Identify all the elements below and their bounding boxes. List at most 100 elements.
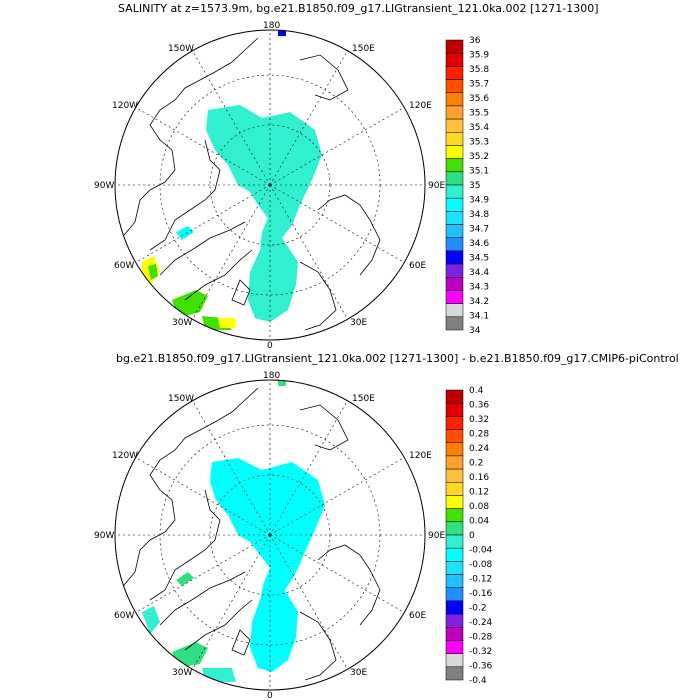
top-lon-label-150w: 150W xyxy=(168,44,194,54)
bottom-coastlines xyxy=(119,387,381,681)
top-colorbar-swatch xyxy=(445,303,464,318)
top-colorbar-swatch xyxy=(445,132,464,146)
top-map-boundary xyxy=(114,29,426,341)
bottom-longitude-labels: 180 150E 120E 90E 60E 30E 0 30W 60W 90W … xyxy=(94,371,445,700)
bottom-colorbar-swatch xyxy=(445,547,464,562)
top-lon-label-0: 0 xyxy=(267,341,273,351)
bottom-colorbar-tick-label: -0.28 xyxy=(469,633,493,643)
top-colorbar-tick-label: 35.7 xyxy=(469,80,489,90)
bottom-colorbar-tick-label: 0.12 xyxy=(469,488,489,498)
top-colorbar-tick-label: 35.5 xyxy=(469,109,489,119)
bottom-colorbar-swatch xyxy=(445,666,464,681)
bottom-lon-label-180: 180 xyxy=(263,371,280,381)
salinity-field-arctic xyxy=(206,105,322,322)
top-coastlines xyxy=(119,37,381,331)
bottom-map-fields xyxy=(115,380,425,690)
top-lon-label-30e: 30E xyxy=(350,318,367,328)
top-colorbar-tick-label: 35.6 xyxy=(469,94,489,104)
top-lon-label-60w: 60W xyxy=(114,261,134,271)
bottom-lon-label-30w: 30W xyxy=(172,668,192,678)
bottom-colorbar-tick-label: -0.4 xyxy=(469,676,487,686)
difference-field-small xyxy=(176,572,194,586)
bottom-colorbar-swatch xyxy=(445,534,464,549)
bottom-colorbar-tick-label: 0.24 xyxy=(469,444,489,454)
bottom-colorbar-tick-label: 0.04 xyxy=(469,517,489,527)
bottom-colorbar-swatch xyxy=(445,613,464,628)
salinity-field-labrador-edge xyxy=(148,264,158,280)
bottom-colorbar-tick-label: -0.12 xyxy=(469,575,492,585)
bottom-lon-label-120w: 120W xyxy=(112,451,138,461)
difference-field-sw xyxy=(202,668,236,682)
top-colorbar-tick-label: 35.8 xyxy=(469,65,489,75)
top-colorbar-swatch xyxy=(445,211,464,225)
bottom-colorbar-tick-label: 0.08 xyxy=(469,502,489,512)
bottom-lon-label-150w: 150W xyxy=(168,394,194,404)
salinity-field-small xyxy=(176,226,194,240)
difference-field-labrador xyxy=(142,606,160,634)
top-colorbar-swatch xyxy=(445,52,464,67)
bottom-colorbar-tick-label: -0.04 xyxy=(469,546,493,556)
top-graticule xyxy=(115,30,425,340)
top-colorbar-swatch xyxy=(445,145,464,159)
bottom-lon-label-150e: 150E xyxy=(352,394,375,404)
top-colorbar-tick-label: 35.4 xyxy=(469,123,489,133)
top-colorbar-swatch xyxy=(445,250,464,265)
bottom-colorbar-swatch xyxy=(445,574,464,588)
top-colorbar-tick-label: 34.1 xyxy=(469,312,489,322)
bottom-colorbar-tick-label: -0.08 xyxy=(469,560,493,570)
top-colorbar-swatch xyxy=(445,263,464,278)
top-colorbar-swatch xyxy=(445,197,464,212)
top-colorbar-tick-label: 34.8 xyxy=(469,210,489,220)
bottom-colorbar-swatch xyxy=(445,429,464,443)
difference-field-top xyxy=(278,380,286,386)
bottom-colorbar-tick-label: 0.2 xyxy=(469,459,483,469)
bottom-lon-label-60w: 60W xyxy=(114,611,134,621)
top-colorbar-swatch xyxy=(445,290,464,304)
top-colorbar-swatch xyxy=(445,171,464,186)
bottom-colorbar-swatch xyxy=(445,482,464,496)
top-lon-label-120w: 120W xyxy=(112,101,138,111)
top-colorbar-tick-label: 35 xyxy=(469,181,480,191)
top-colorbar-tick-label: 34.3 xyxy=(469,283,489,293)
top-lon-label-90w: 90W xyxy=(94,181,114,191)
top-colorbar-tick-label: 34 xyxy=(469,326,481,336)
bottom-colorbar-tick-label: 0.16 xyxy=(469,473,489,483)
difference-field-arctic xyxy=(210,458,325,672)
top-colorbar-tick-label: 34.5 xyxy=(469,254,489,264)
bottom-colorbar-swatch xyxy=(445,508,464,523)
bottom-colorbar-swatch xyxy=(445,627,464,641)
top-lon-label-180: 180 xyxy=(263,21,280,31)
top-map-fields xyxy=(115,30,425,340)
bottom-colorbar-swatch xyxy=(445,442,464,457)
bottom-colorbar-tick-label: -0.16 xyxy=(469,589,493,599)
bottom-colorbar-tick-label: 0.36 xyxy=(469,401,489,411)
bottom-colorbar-swatch xyxy=(445,561,464,575)
top-colorbar-tick-label: 34.4 xyxy=(469,268,489,278)
bottom-lon-label-90e: 90E xyxy=(428,531,445,541)
top-colorbar-tick-label: 35.1 xyxy=(469,167,489,177)
top-polar-map: 180 150E 120E 90E 60E 30E 0 30W 60W 90W … xyxy=(94,21,445,351)
bottom-colorbar-swatch xyxy=(445,416,464,430)
top-colorbar-tick-label: 34.2 xyxy=(469,297,489,307)
top-colorbar-swatch xyxy=(445,184,464,199)
top-colorbar: 36 35.9 35.8 35.7 35.6 35.5 35.4 35.3 35.2 35.1 35… xyxy=(445,36,489,336)
bottom-colorbar-tick-label: 0.32 xyxy=(469,415,489,425)
bottom-colorbar-tick-label: -0.24 xyxy=(469,618,493,628)
bottom-colorbar-swatch xyxy=(445,389,464,404)
salinity-field-sw2 xyxy=(218,318,236,328)
bottom-colorbar-tick-label: 0 xyxy=(469,531,475,541)
bottom-colorbar-swatch xyxy=(445,455,464,470)
top-lon-label-30w: 30W xyxy=(172,318,192,328)
bottom-colorbar-tick-label: -0.2 xyxy=(469,604,487,614)
top-lon-label-90e: 90E xyxy=(428,181,445,191)
bottom-colorbar-swatch xyxy=(445,521,464,536)
top-colorbar-tick-label: 35.9 xyxy=(469,51,489,61)
bottom-lon-label-0: 0 xyxy=(267,691,273,700)
top-colorbar-swatch xyxy=(445,92,464,107)
top-colorbar-tick-label: 34.6 xyxy=(469,239,489,249)
bottom-colorbar-swatch xyxy=(445,653,464,668)
bottom-map-boundary xyxy=(114,379,426,691)
top-colorbar-swatch xyxy=(445,105,464,120)
top-colorbar-swatch xyxy=(445,158,464,173)
top-colorbar-swatch xyxy=(445,224,464,238)
